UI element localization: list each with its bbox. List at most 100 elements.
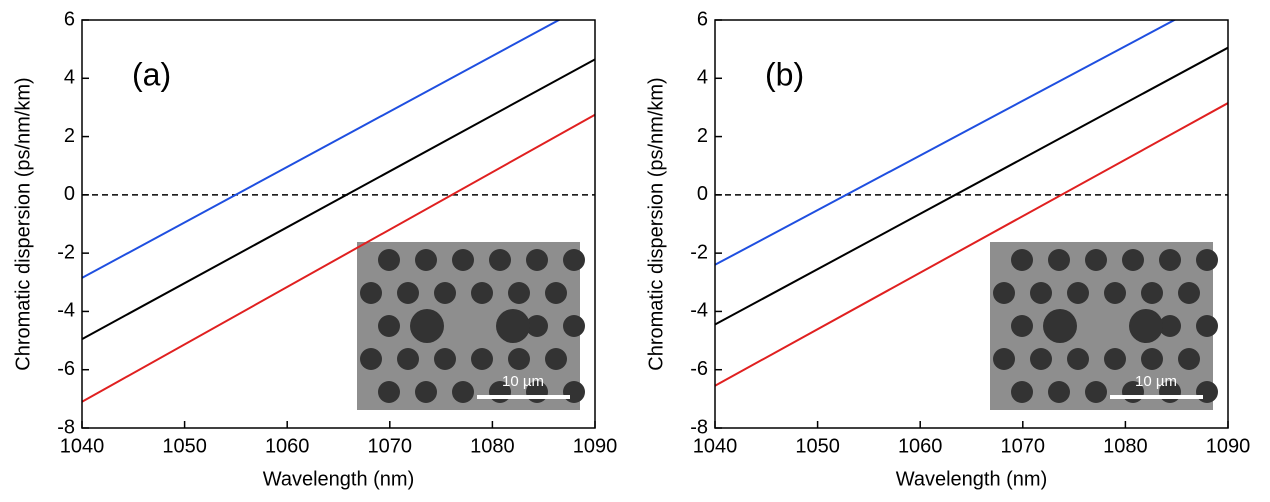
line-series	[82, 58, 595, 340]
plot-frame	[714, 19, 1229, 429]
hole	[1067, 348, 1089, 370]
hole	[526, 315, 548, 337]
hole	[452, 381, 474, 403]
hole	[397, 282, 419, 304]
y-axis-label: Chromatic dispersion (ps/nm/km)	[645, 77, 667, 370]
hole	[452, 249, 474, 271]
x-tick-label: 1080	[1103, 435, 1148, 457]
x-tick-label: 1080	[470, 435, 515, 457]
hole	[434, 282, 456, 304]
inset-image: 10 µm	[357, 242, 585, 410]
hole	[1141, 282, 1163, 304]
hole	[378, 315, 400, 337]
hole	[545, 348, 567, 370]
panel: 10 µm -8 -6 -4 -2 0 2 4 6 1040 1050 1060 1070 1080 109…	[12, 8, 618, 490]
hole	[1011, 381, 1033, 403]
hole	[563, 249, 585, 271]
hole	[1104, 348, 1126, 370]
hole	[1085, 249, 1107, 271]
x-tick-label: 1090	[573, 435, 618, 457]
y-tick-label: -2	[690, 241, 708, 263]
hole	[360, 282, 382, 304]
y-tick-label: 0	[697, 183, 708, 205]
hole	[1011, 315, 1033, 337]
x-tick-label: 1050	[162, 435, 207, 457]
y-tick-label: 6	[697, 8, 708, 30]
y-tick-label: -8	[690, 416, 708, 438]
y-tick-label: -2	[57, 241, 75, 263]
x-tick-label: 1040	[693, 435, 738, 457]
hole	[1030, 348, 1052, 370]
y-tick-label: -6	[690, 358, 708, 380]
x-tick-label: 1070	[1001, 435, 1046, 457]
x-tick-label: 1060	[265, 435, 310, 457]
hole	[1159, 315, 1181, 337]
hole	[563, 315, 585, 337]
y-tick-label: -8	[57, 416, 75, 438]
panel-label: (b)	[765, 56, 804, 92]
y-tick-label: 6	[64, 8, 75, 30]
hole	[378, 381, 400, 403]
hole	[1048, 381, 1070, 403]
hole	[508, 282, 530, 304]
hole	[378, 249, 400, 271]
y-tick-label: 2	[64, 125, 75, 147]
large-hole	[410, 309, 444, 343]
x-tick-label: 1040	[60, 435, 105, 457]
hole	[1196, 315, 1218, 337]
hole	[1104, 282, 1126, 304]
y-axis-label: Chromatic dispersion (ps/nm/km)	[12, 77, 34, 370]
hole	[1030, 282, 1052, 304]
hole	[1011, 249, 1033, 271]
x-tick-label: 1090	[1206, 435, 1251, 457]
hole	[1122, 249, 1144, 271]
panel-label: (a)	[132, 56, 171, 92]
x-axis-label: Wavelength (nm)	[263, 468, 415, 490]
hole	[471, 282, 493, 304]
scale-label: 10 µm	[1135, 373, 1177, 390]
hole	[1178, 282, 1200, 304]
line-series	[715, 46, 1228, 326]
panel: 10 µm -8 -6 -4 -2 0 2 4 6 1040 1050 1060 1070 1080 109…	[645, 8, 1251, 490]
hole	[360, 348, 382, 370]
hole	[993, 282, 1015, 304]
plot-frame	[81, 19, 596, 429]
hole	[415, 249, 437, 271]
y-tick-label: -4	[57, 300, 75, 322]
x-tick-label: 1070	[368, 435, 413, 457]
inset-image: 10 µm	[990, 242, 1218, 410]
x-tick-label: 1050	[795, 435, 840, 457]
y-tick-label: 2	[697, 125, 708, 147]
line-series	[715, 20, 1177, 266]
scale-label: 10 µm	[502, 373, 544, 390]
hole	[1196, 381, 1218, 403]
hole	[993, 348, 1015, 370]
line-series	[82, 20, 561, 279]
hole	[526, 249, 548, 271]
y-tick-label: -4	[690, 300, 708, 322]
line-series	[82, 113, 595, 403]
x-tick-label: 1060	[898, 435, 943, 457]
hole	[508, 348, 530, 370]
hole	[1196, 249, 1218, 271]
x-axis-label: Wavelength (nm)	[896, 468, 1048, 490]
hole	[1141, 348, 1163, 370]
large-hole	[1043, 309, 1077, 343]
hole	[1048, 249, 1070, 271]
hole	[397, 348, 419, 370]
large-hole	[496, 309, 530, 343]
y-tick-label: -6	[57, 358, 75, 380]
y-tick-label: 4	[697, 67, 708, 89]
hole	[1159, 249, 1181, 271]
y-tick-label: 4	[64, 67, 75, 89]
hole	[471, 348, 493, 370]
hole	[415, 381, 437, 403]
hole	[563, 381, 585, 403]
hole	[1067, 282, 1089, 304]
hole	[545, 282, 567, 304]
large-hole	[1129, 309, 1163, 343]
hole	[1178, 348, 1200, 370]
y-tick-label: 0	[64, 183, 75, 205]
hole	[434, 348, 456, 370]
